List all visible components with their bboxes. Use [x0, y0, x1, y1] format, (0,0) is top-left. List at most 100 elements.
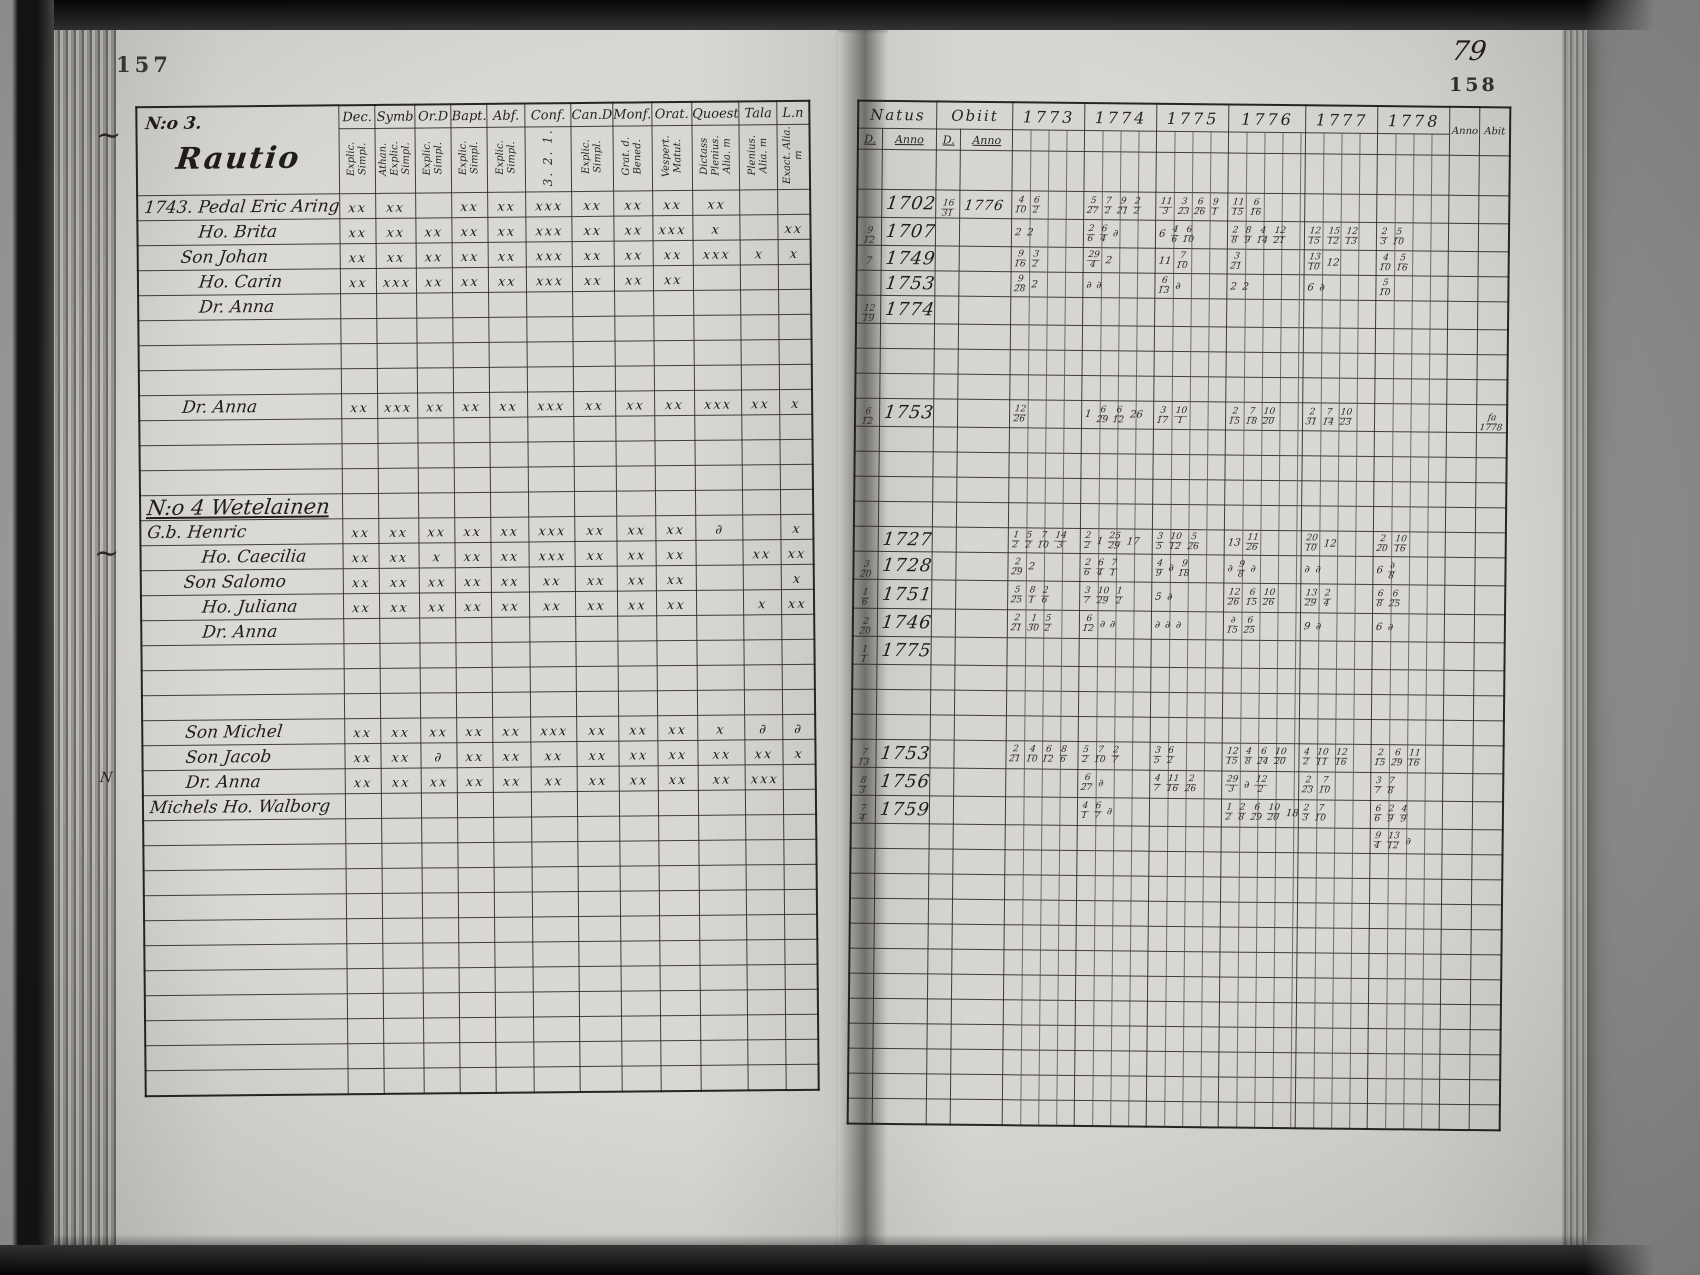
attainment-mark-cell: xx — [418, 517, 456, 544]
fraction-bottom: 1778 — [1479, 422, 1504, 434]
date-fraction: 6 24 — [1256, 747, 1270, 767]
fraction-bottom: 20 — [1376, 543, 1389, 555]
attainment-mark-cell: xx — [573, 391, 616, 417]
anno-tail-cell — [1445, 532, 1476, 558]
abit-tail-cell — [1475, 557, 1506, 587]
person-name-cell — [145, 1068, 349, 1096]
communion-year-cell — [1074, 1100, 1147, 1127]
spacer-cell — [1156, 152, 1229, 193]
attainment-mark-cell — [344, 693, 381, 719]
communion-dates: 4 10 6 2 — [1013, 195, 1084, 215]
natus-anno-cell: 1753 — [880, 270, 936, 297]
communion-year-cell — [1224, 505, 1303, 532]
attainment-mark-cell — [422, 867, 459, 894]
abit-tail-cell — [1475, 507, 1507, 534]
communion-year-cell: 6 13 ∂ — [1155, 273, 1228, 300]
attainment-mark-cell — [742, 439, 781, 465]
date-fraction: 11 15 — [1231, 197, 1247, 217]
communion-year-cell — [1218, 1101, 1296, 1128]
anno-tail-cell — [1445, 557, 1476, 587]
attainment-mark-cell: ∂ — [695, 514, 744, 541]
communion-year-cell — [1297, 927, 1370, 954]
column-sublabel-text: Explic. Simpl. — [421, 141, 445, 176]
natus-anno-cell: 1749 — [880, 245, 936, 272]
person-name-cell — [141, 668, 345, 696]
attainment-mark: xx — [585, 548, 607, 564]
attainment-mark-cell: xx — [572, 216, 614, 242]
communion-year-cell — [1010, 325, 1083, 351]
fraction-bottom: 26 — [1193, 206, 1207, 217]
attainment-mark-cell — [453, 342, 490, 368]
abit-tail-cell — [1473, 720, 1504, 746]
person-name: Michels Ho. Walborg — [148, 796, 332, 819]
communion-year-cell: 3 5 10 12 5 26 — [1152, 529, 1225, 556]
spacer-cell — [1449, 155, 1480, 196]
date-fraction: 12 26 — [1012, 404, 1028, 424]
communion-year-cell — [1367, 1078, 1441, 1105]
fraction-bottom: 20 — [1273, 756, 1286, 767]
attainment-mark-cell — [454, 417, 491, 443]
obiit-anno-cell — [957, 452, 1010, 479]
attainment-mark: x — [711, 222, 723, 238]
date-fraction: 2 31 — [1305, 407, 1319, 427]
communion-dates: ∂ ∂ — [1302, 565, 1373, 577]
natus-anno-cell: 1775 — [876, 635, 932, 665]
natus-day-cell — [855, 373, 880, 399]
column-sublabel: Explic. Simpl. — [487, 127, 526, 193]
attainment-mark: xx — [666, 597, 687, 613]
attainment-mark: xxx — [537, 523, 567, 539]
person-name-cell — [144, 943, 348, 971]
date-fraction: 5 16 — [1395, 253, 1410, 273]
fraction-top: 6 — [1251, 197, 1261, 208]
attainment-mark-cell — [417, 317, 454, 344]
obiit-day-cell — [931, 636, 956, 665]
attainment-mark-cell: xx — [376, 243, 417, 269]
attainment-mark-cell — [783, 764, 816, 790]
attainment-mark-cell: xx — [420, 717, 458, 744]
natus-anno-cell: 1702 — [881, 189, 937, 219]
communion-year-cell — [1152, 479, 1226, 506]
attainment-mark-cell — [530, 691, 577, 717]
attainment-mark-cell — [526, 291, 574, 318]
attainment-mark-cell: xx — [381, 768, 422, 794]
date-fraction: 7 10 — [1176, 251, 1190, 271]
date-fraction: fa 1778 — [1479, 414, 1504, 434]
fraction-bottom: 7 — [1374, 785, 1382, 797]
attainment-mark-cell — [491, 616, 531, 643]
natus-day-cell: 3 20 — [853, 551, 878, 580]
column-sublabel-text: Grat. d. Bened. — [620, 137, 644, 176]
attainment-mark-cell: xx — [529, 591, 576, 617]
column-label: Conf. — [524, 103, 572, 128]
person-name: G.b. Henric — [146, 522, 248, 544]
communion-year-cell — [1008, 478, 1082, 504]
communion-year-cell — [1150, 691, 1224, 718]
communion-year-cell — [1300, 640, 1373, 670]
communion-year-cell: 5 ∂ — [1151, 582, 1225, 612]
attainment-mark-cell: xx — [416, 217, 453, 244]
photo-frame-right — [1585, 0, 1700, 1275]
attainment-mark-cell — [620, 890, 660, 917]
abit-tail-cell — [1475, 532, 1506, 559]
attainment-mark: xx — [584, 398, 605, 414]
fraction-top: 10 — [1173, 405, 1189, 417]
attainment-mark-cell — [346, 893, 383, 919]
fraction-bottom: 13 — [856, 756, 870, 768]
fraction-bottom: 9 — [1386, 814, 1394, 825]
date-fraction: 2 21 — [1010, 613, 1024, 633]
abit-tail-cell — [1477, 379, 1508, 406]
anno-tail-cell — [1446, 457, 1477, 483]
communion-year-cell: 11 3 3 23 6 26 9 1 — [1155, 192, 1229, 222]
fraction-bottom: 2 — [1302, 757, 1310, 768]
communion-year-cell: 13 10 12 — [1304, 249, 1377, 276]
fraction-top: 6 — [1098, 404, 1108, 416]
communion-year-cell — [1081, 453, 1154, 480]
fraction-top: 9 — [1210, 196, 1220, 208]
attainment-mark: xxx — [657, 222, 688, 238]
communion-year-cell — [1147, 976, 1221, 1002]
fraction-bottom: 13 — [1157, 285, 1171, 296]
fraction-top: 4 — [1258, 225, 1268, 237]
natus-anno-cell — [872, 998, 928, 1024]
